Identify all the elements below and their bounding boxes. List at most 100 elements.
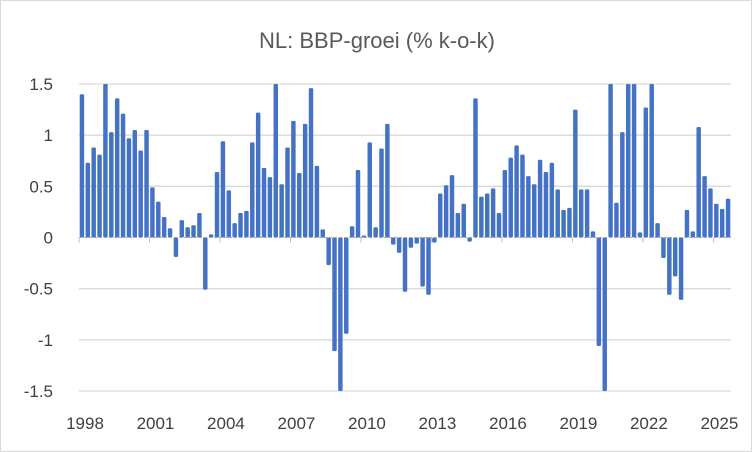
- bar: [361, 235, 367, 238]
- bar: [555, 189, 560, 238]
- bar: [432, 237, 437, 243]
- bar: [109, 132, 114, 238]
- bar: [461, 203, 466, 238]
- bar: [85, 162, 91, 238]
- bar: [302, 123, 308, 238]
- bar: [402, 237, 408, 292]
- bar: [637, 232, 643, 238]
- y-tick-label: -1.5: [24, 382, 53, 401]
- bar: [414, 237, 419, 244]
- bar: [220, 141, 226, 238]
- bar: [520, 154, 525, 238]
- y-tick-label: 0.5: [29, 177, 53, 196]
- bar: [643, 107, 649, 238]
- bar: [590, 231, 596, 238]
- bar: [285, 147, 290, 238]
- bar: [614, 202, 619, 238]
- bar: [308, 88, 314, 238]
- bar: [567, 207, 572, 238]
- x-tick-label: 2022: [630, 414, 668, 433]
- bar: [297, 173, 302, 238]
- y-tick-label: 1.5: [29, 75, 53, 94]
- bar: [485, 193, 490, 238]
- bar: [508, 157, 513, 238]
- bar: [226, 190, 232, 238]
- bar: [138, 150, 143, 238]
- bar: [443, 185, 449, 238]
- bar: [179, 220, 185, 238]
- bar: [114, 98, 120, 238]
- bar: [232, 223, 237, 238]
- bar: [490, 188, 496, 238]
- bar: [338, 237, 343, 391]
- bar: [255, 112, 261, 238]
- bar: [684, 209, 690, 238]
- bar: [543, 172, 549, 238]
- bar: [144, 130, 149, 238]
- x-tick-label: 2025: [700, 414, 738, 433]
- y-axis: 1.5 1 0.5 0 -0.5 -1 -1.5: [24, 75, 53, 401]
- bar: [502, 169, 508, 238]
- bar: [367, 142, 372, 238]
- bar: [584, 189, 590, 238]
- bar: [702, 176, 707, 238]
- bar: [79, 94, 85, 238]
- bar: [426, 237, 431, 295]
- bar: [314, 165, 320, 238]
- bar: [655, 223, 660, 238]
- bar: [620, 132, 625, 238]
- bar: [244, 210, 249, 238]
- bar: [531, 184, 537, 238]
- bar: [132, 130, 138, 238]
- chart-title: NL: BBP-groei (% k-o-k): [259, 28, 495, 53]
- bar: [344, 237, 349, 334]
- bar: [203, 237, 208, 290]
- bar: [355, 169, 361, 238]
- bar: [537, 159, 543, 238]
- x-tick-label: 2007: [278, 414, 316, 433]
- bar: [667, 237, 672, 295]
- bar: [332, 237, 337, 352]
- bar: [279, 184, 284, 238]
- y-tick-label: 1: [44, 126, 53, 145]
- bar: [167, 228, 173, 238]
- x-tick-label: 2019: [559, 414, 597, 433]
- bar: [197, 212, 202, 238]
- bar: [496, 212, 502, 238]
- bar: [396, 237, 402, 253]
- bar: [438, 193, 443, 238]
- bar: [408, 237, 414, 248]
- bar: [238, 212, 243, 238]
- gridlines: [79, 83, 731, 392]
- bar: [379, 148, 384, 238]
- bar: [596, 237, 602, 346]
- bar: [267, 177, 273, 238]
- bar: [479, 196, 484, 238]
- bar: [608, 84, 613, 238]
- bar: [649, 84, 654, 238]
- bar: [714, 203, 719, 238]
- x-tick-label: 2010: [348, 414, 386, 433]
- bar: [696, 126, 701, 238]
- x-tick-label: 2004: [207, 414, 245, 433]
- bar: [391, 237, 396, 245]
- bar: [449, 175, 455, 238]
- bar: [661, 237, 666, 258]
- bar: [578, 189, 584, 238]
- bar: [514, 145, 519, 238]
- bar: [672, 237, 678, 277]
- bar: [161, 217, 167, 238]
- bar: [385, 123, 390, 238]
- bar: [291, 120, 296, 238]
- y-tick-label: -0.5: [24, 280, 53, 299]
- bar: [631, 84, 637, 238]
- bar: [326, 237, 331, 266]
- bar: [97, 154, 102, 238]
- bar: [455, 212, 461, 238]
- bar: [420, 237, 425, 287]
- bar: [526, 176, 531, 238]
- bar: [320, 229, 325, 238]
- x-axis: 1998 2001 2004 2007 2010 2013 2016 2019 2022 2025: [66, 237, 738, 433]
- bar: [91, 147, 96, 238]
